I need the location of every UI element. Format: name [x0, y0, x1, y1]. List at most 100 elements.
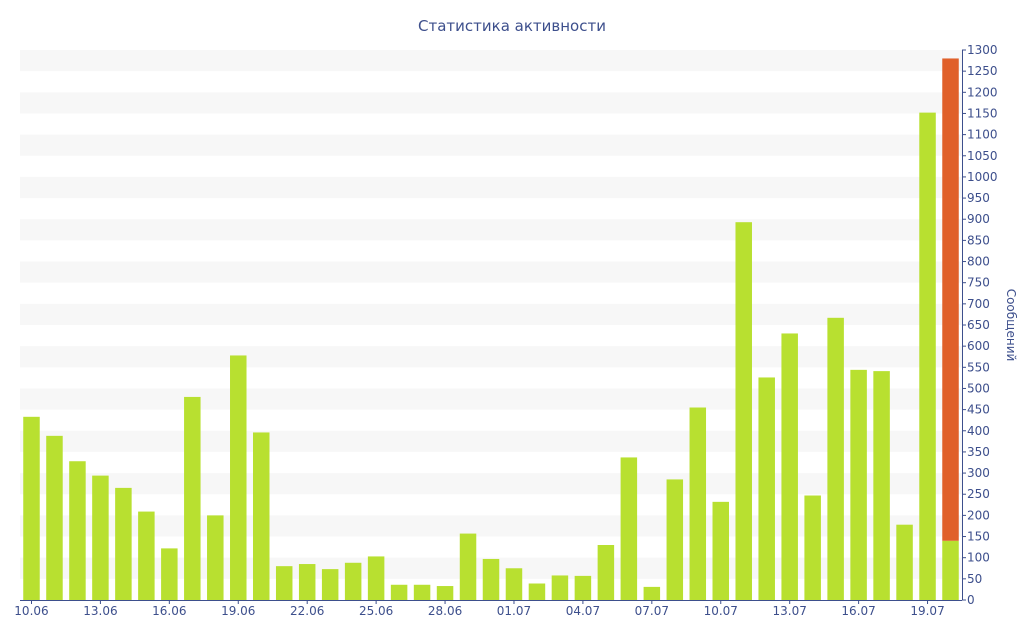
y-tick-label: 350 [967, 445, 990, 459]
y-tick-label: 200 [967, 508, 990, 522]
y-tick-label: 650 [967, 318, 990, 332]
bar-14.06-s0 [115, 487, 132, 600]
bar-21.06-s0 [275, 566, 293, 600]
grid-band [20, 303, 962, 325]
grid-bands [20, 50, 962, 579]
y-tick-label: 850 [967, 233, 990, 247]
bar-19.06-s0 [230, 355, 247, 600]
bar-10.07-s0 [712, 501, 730, 600]
bar-15.06-s0 [138, 511, 155, 600]
y-tick-label: 800 [967, 255, 990, 269]
x-tick-label: 22.06 [290, 604, 324, 618]
bar-07.07-s0 [643, 586, 661, 600]
y-tick-label: 950 [967, 191, 990, 205]
y-tick-label: 1100 [967, 128, 998, 142]
y-tick-label: 1200 [967, 85, 998, 99]
y-tick-label: 1300 [967, 43, 998, 57]
grid-band [20, 50, 962, 72]
y-tick-label: 500 [967, 381, 990, 395]
x-tick-label: 13.07 [773, 604, 807, 618]
grid-band [20, 430, 962, 452]
y-tick-label: 1150 [967, 106, 998, 120]
chart-title: Статистика активности [418, 17, 606, 35]
grid-band [20, 92, 962, 114]
x-tick-label: 19.07 [910, 604, 944, 618]
bar-06.07-s0 [620, 457, 638, 600]
bar-05.07-s0 [597, 545, 615, 600]
bar-03.07-s0 [551, 575, 569, 600]
x-tick-label: 10.07 [704, 604, 738, 618]
grid-band [20, 219, 962, 241]
x-tick-label: 16.07 [841, 604, 875, 618]
bar-16.06-s0 [161, 548, 178, 600]
bar-19.07-s0 [919, 112, 936, 600]
y-tick-label: 550 [967, 360, 990, 374]
x-tick-labels: 10.06 13.06 16.06 19.06 22.06 25.06 28.06 01.07… [14, 600, 945, 618]
x-tick-label: 01.07 [497, 604, 531, 618]
bar-25.06-s0 [367, 556, 385, 600]
bar-23.06-s0 [321, 569, 339, 600]
bar-01.07-s0 [505, 568, 523, 600]
x-tick-label: 10.06 [14, 604, 48, 618]
grid-band [20, 346, 962, 368]
y-tick-label: 250 [967, 487, 990, 501]
bar-28.06-s0 [436, 586, 454, 600]
x-tick-label: 04.07 [566, 604, 600, 618]
bar-04.07-s0 [574, 575, 592, 600]
bar-30.06-s0 [482, 558, 500, 600]
y-tick-label: 750 [967, 276, 990, 290]
bar-16.07-s0 [850, 369, 867, 600]
bar-13.07-s0 [781, 333, 798, 600]
bar-14.07-s0 [804, 495, 821, 600]
x-tick-label: 19.06 [221, 604, 255, 618]
bar-11.07-s0 [735, 222, 752, 600]
bar-18.06-s0 [207, 515, 224, 600]
x-tick-label: 25.06 [359, 604, 393, 618]
bar-17.07-s0 [873, 371, 890, 600]
grid-band [20, 473, 962, 495]
x-tick-label: 28.06 [428, 604, 462, 618]
bar-20.07-s0 [942, 540, 959, 600]
y-tick-label: 700 [967, 297, 990, 311]
grid-band [20, 261, 962, 283]
bar-15.07-s0 [827, 317, 844, 600]
bar-18.07-s0 [896, 524, 913, 600]
x-tick-label: 13.06 [83, 604, 117, 618]
y-tick-label: 400 [967, 424, 990, 438]
bar-29.06-s0 [459, 533, 477, 600]
bar-13.06-s0 [92, 475, 109, 600]
y-tick-label: 50 [967, 572, 982, 586]
bar-08.07-s0 [666, 479, 684, 600]
y-tick-label: 1000 [967, 170, 998, 184]
grid-band [20, 176, 962, 199]
bar-17.06-s0 [184, 396, 201, 600]
bar-12.07-s0 [758, 377, 775, 600]
y-tick-label: 1250 [967, 64, 998, 78]
y-tick-label: 900 [967, 212, 990, 226]
bar-20.06-s0 [252, 432, 270, 600]
y-tick-labels: 0 50 100 150 200 250 300 350 400 450 500 550 600 650 7… [962, 43, 998, 607]
bar-27.06-s0 [413, 584, 431, 600]
bar-24.06-s0 [344, 562, 362, 600]
bar-02.07-s0 [528, 583, 546, 600]
y-tick-label: 300 [967, 466, 990, 480]
y-tick-label: 450 [967, 403, 990, 417]
y-tick-label: 600 [967, 339, 990, 353]
grid-band [20, 388, 962, 410]
bar-11.06-s0 [46, 435, 63, 600]
y-tick-label: 0 [967, 593, 975, 607]
y-tick-label: 1050 [967, 149, 998, 163]
y-tick-label: 150 [967, 530, 990, 544]
x-tick-label: 16.06 [152, 604, 186, 618]
grid-band [20, 134, 962, 156]
y-axis-label: Сообщений [1004, 289, 1018, 362]
x-tick-label: 07.07 [635, 604, 669, 618]
y-tick-label: 100 [967, 551, 990, 565]
bar-26.06-s0 [390, 584, 408, 600]
bar-22.06-s0 [298, 564, 316, 600]
bar-20.07-s1 [942, 58, 959, 541]
bars [23, 58, 959, 600]
bar-10.06-s0 [23, 416, 40, 600]
bar-09.07-s0 [689, 407, 707, 600]
